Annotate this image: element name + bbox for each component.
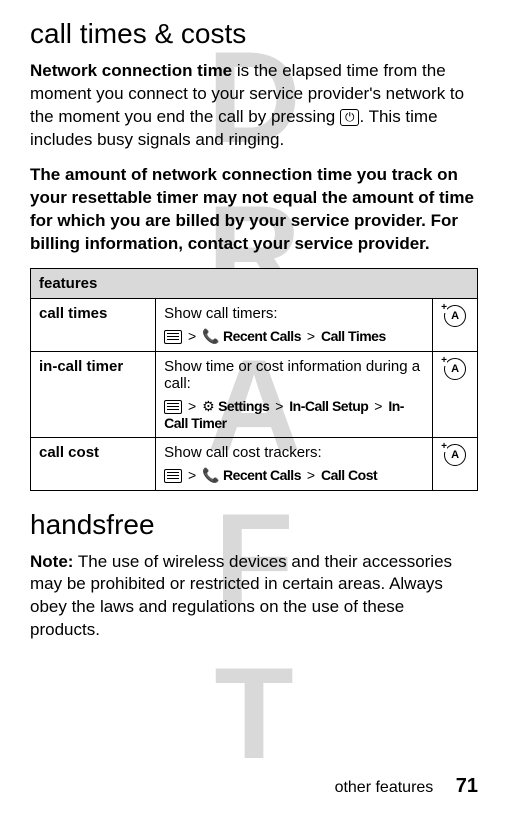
table-row: call cost Show call cost trackers: > 📞 R… (31, 437, 478, 490)
sep: > (184, 398, 200, 414)
menu-key-icon (164, 469, 182, 483)
sep: > (303, 328, 319, 344)
menu-key-icon (164, 330, 182, 344)
text-note-body: The use of wireless devices and their ac… (30, 552, 452, 640)
nav-call-cost: Call Cost (321, 467, 377, 483)
footer-page-number: 71 (456, 775, 478, 797)
feature-icon-cell (433, 298, 478, 351)
feature-name-call-times: call times (31, 298, 156, 351)
phone-icon: 📞 (202, 467, 219, 483)
nav-path: > 📞 Recent Calls > Call Times (164, 328, 424, 345)
desc-text: Show call timers: (164, 305, 277, 322)
desc-text: Show time or cost information during a c… (164, 358, 420, 392)
end-key-icon: ⏻ (340, 109, 360, 125)
nav-call-times: Call Times (321, 328, 386, 344)
heading-handsfree: handsfree (30, 509, 478, 541)
nav-recent-calls: Recent Calls (220, 328, 301, 344)
feature-name-call-cost: call cost (31, 437, 156, 490)
phone-icon: 📞 (202, 328, 219, 344)
table-row: call times Show call timers: > 📞 Recent … (31, 298, 478, 351)
settings-icon: ⚙ (202, 398, 215, 414)
feature-name-incall-timer: in-call timer (31, 351, 156, 437)
sep: > (271, 398, 287, 414)
table-header-row: features (31, 268, 478, 298)
feature-icon-cell (433, 351, 478, 437)
nav-incall-setup: In-Call Setup (289, 398, 368, 414)
paragraph-billing-note: The amount of network connection time yo… (30, 164, 478, 256)
nav-recent-calls: Recent Calls (220, 467, 301, 483)
paragraph-handsfree-note: Note: The use of wireless devices and th… (30, 551, 478, 643)
features-table: features call times Show call timers: > … (30, 268, 478, 491)
sep: > (184, 328, 200, 344)
feature-desc: Show call cost trackers: > 📞 Recent Call… (156, 437, 433, 490)
heading-call-times-costs: call times & costs (30, 18, 478, 50)
menu-key-icon (164, 400, 182, 414)
footer-section: other features (335, 779, 434, 796)
text-note-label: Note: (30, 552, 73, 571)
sep: > (370, 398, 386, 414)
nav-path: > 📞 Recent Calls > Call Cost (164, 467, 424, 484)
text-bold-nct: Network connection time (30, 61, 232, 80)
paragraph-network-connection: Network connection time is the elapsed t… (30, 60, 478, 152)
nav-settings: Settings (215, 398, 270, 414)
page-footer: other features 71 (335, 775, 478, 798)
availability-icon (444, 305, 466, 327)
page-content: call times & costs Network connection ti… (0, 0, 508, 642)
feature-desc: Show time or cost information during a c… (156, 351, 433, 437)
desc-text: Show call cost trackers: (164, 444, 322, 461)
availability-icon (444, 444, 466, 466)
sep: > (303, 467, 319, 483)
table-header: features (31, 268, 478, 298)
table-row: in-call timer Show time or cost informat… (31, 351, 478, 437)
availability-icon (444, 358, 466, 380)
sep: > (184, 467, 200, 483)
feature-icon-cell (433, 437, 478, 490)
nav-path: > ⚙ Settings > In-Call Setup > In-Call T… (164, 398, 424, 431)
feature-desc: Show call timers: > 📞 Recent Calls > Cal… (156, 298, 433, 351)
